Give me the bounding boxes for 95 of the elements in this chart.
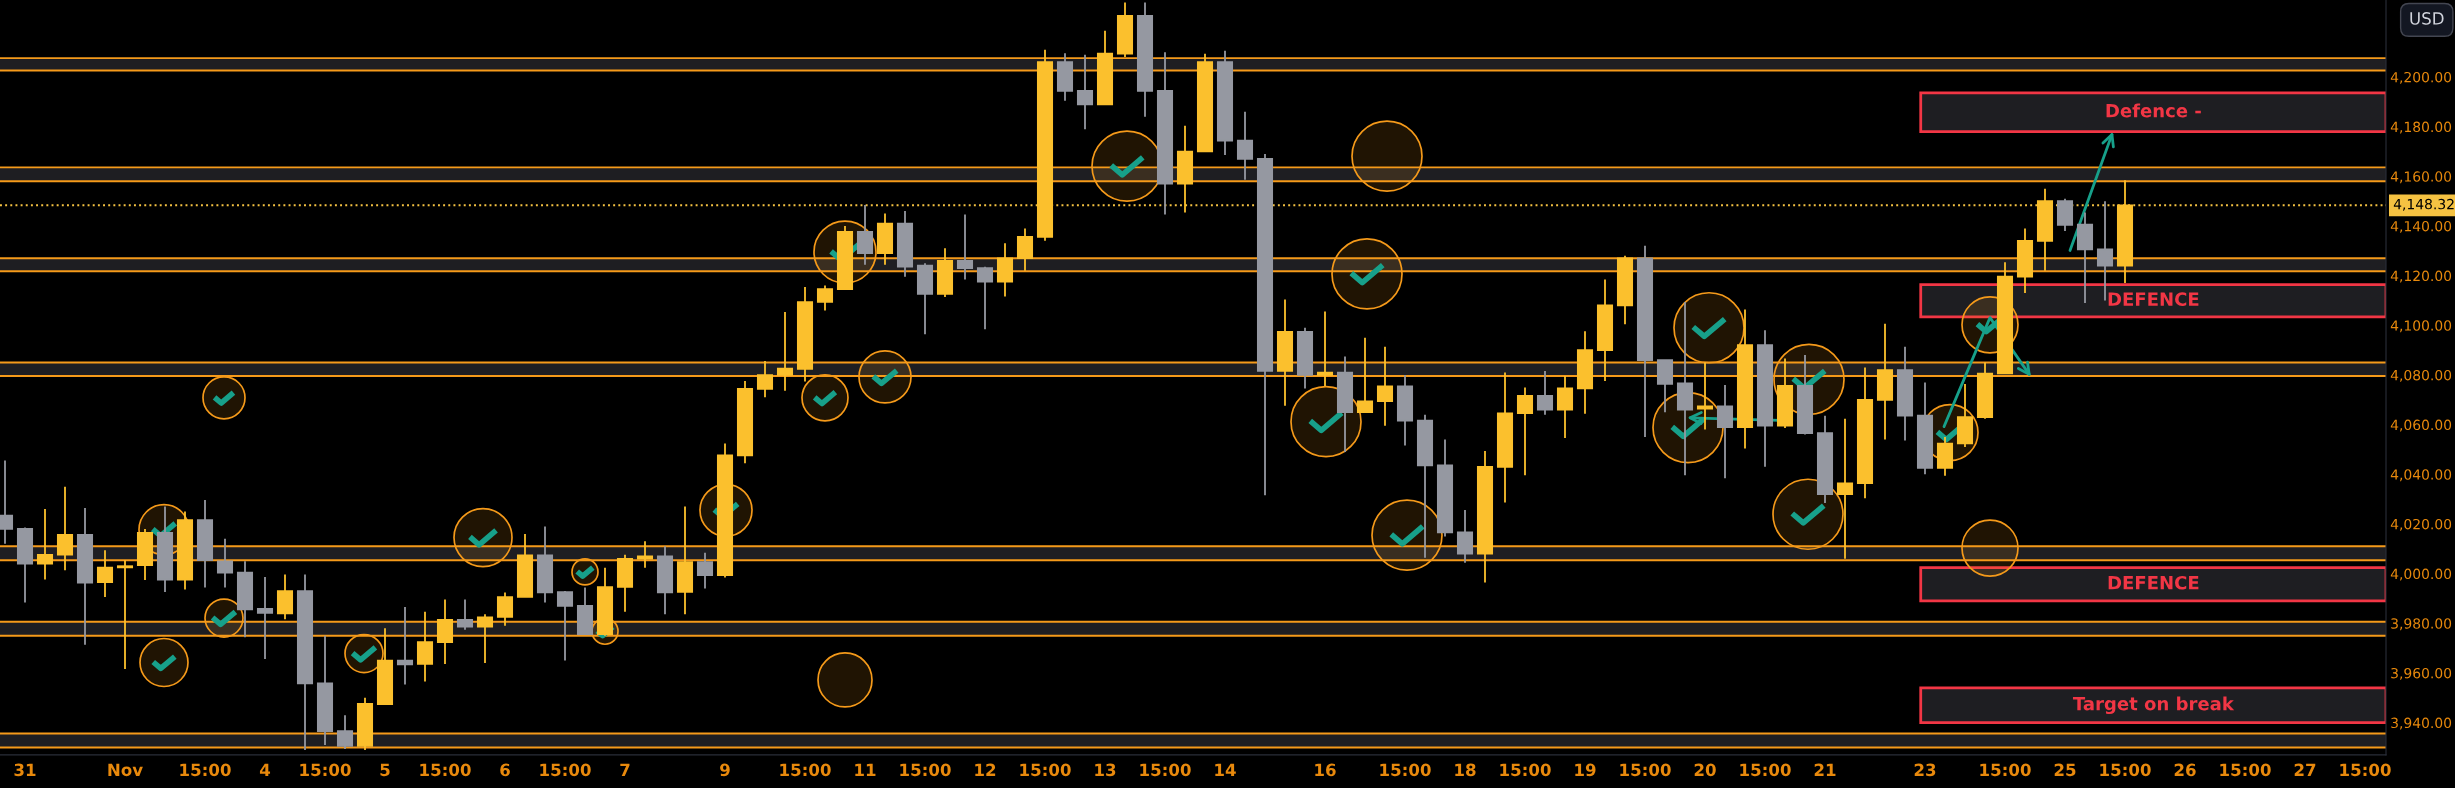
band-label: Target on break (2072, 696, 2235, 715)
x-tick-label: 15:00 (540, 763, 591, 777)
band-label: Defence - (2106, 103, 2201, 118)
x-tick-label: 20 (1694, 763, 1716, 777)
candlestick (976, 265, 994, 331)
candlestick (816, 284, 834, 312)
y-tick-label: 4,120.00 (2390, 270, 2452, 283)
x-tick-label: 13 (1095, 763, 1116, 777)
x-tick-label: 15:00 (1980, 763, 2031, 777)
x-tick-label: 21 (1814, 763, 1836, 776)
y-tick-label: 3,940.00 (2391, 717, 2452, 730)
candlestick (636, 540, 654, 569)
band-label: DEFENCE (2108, 575, 2199, 590)
y-tick-label: 4,200.00 (2390, 71, 2452, 84)
ref-line-label: 4,148.32 (2393, 198, 2454, 211)
x-tick-label: Nov (108, 763, 143, 777)
x-tick-label: 15:00 (2100, 763, 2151, 777)
candlestick (776, 310, 794, 392)
candlestick (696, 551, 714, 590)
y-tick-label: 4,020.00 (2390, 518, 2452, 531)
candlestick (1316, 310, 1334, 387)
x-tick-label: 15:00 (1620, 763, 1671, 777)
x-tick-label: 9 (720, 763, 730, 777)
x-tick-label: 26 (2174, 763, 2196, 777)
candlestick (856, 204, 874, 266)
x-tick-label: 15:00 (420, 763, 471, 777)
candlestick (1836, 417, 1854, 560)
candlestick (756, 360, 774, 399)
candlestick (96, 549, 114, 598)
candlestick (496, 591, 514, 627)
x-tick-label: 27 (2294, 763, 2316, 776)
candlestick (956, 213, 974, 281)
x-tick-label: 15:00 (780, 763, 831, 777)
y-tick-label: 4,060.00 (2390, 419, 2452, 432)
x-tick-label: 15:00 (2220, 763, 2271, 777)
x-tick-label: 15:00 (1020, 763, 1071, 777)
candlestick (1076, 53, 1094, 131)
x-tick-label: 14 (1215, 763, 1236, 776)
x-tick-label: 25 (2054, 763, 2076, 777)
y-tick-label: 4,140.00 (2390, 220, 2452, 233)
x-tick-label: 7 (620, 763, 630, 776)
candlestick (1376, 345, 1394, 427)
candlestick (1016, 227, 1034, 272)
x-tick-label: 4 (259, 763, 271, 776)
x-tick-label: 15:00 (1500, 763, 1551, 777)
candlestick (336, 714, 354, 750)
y-tick-label: 4,180.00 (2390, 121, 2452, 134)
x-tick-label: 15:00 (900, 763, 951, 777)
y-tick-label: 4,160.00 (2390, 171, 2452, 184)
x-tick-label: 12 (975, 763, 996, 776)
x-tick-label: 16 (1315, 763, 1336, 777)
y-tick-label: 4,040.00 (2390, 469, 2452, 482)
x-tick-label: 15:00 (180, 763, 231, 777)
x-tick-label: 15:00 (2340, 763, 2391, 777)
x-tick-label: 15:00 (300, 763, 351, 777)
candlestick (256, 576, 274, 660)
x-tick-label: 5 (380, 763, 390, 777)
candlestick (476, 613, 494, 664)
y-tick-label: 4,080.00 (2390, 369, 2452, 382)
candlestick (456, 598, 474, 631)
y-tick-label: 4,000.00 (2390, 568, 2452, 581)
candlestick (116, 559, 134, 670)
x-tick-label: 31 (14, 763, 36, 777)
candlestick (56, 485, 74, 572)
x-tick-label: 18 (1455, 763, 1476, 777)
candlestick (276, 573, 294, 621)
x-tick-label: 15:00 (1140, 763, 1191, 777)
candlestick (1236, 110, 1254, 181)
text: USD (2410, 12, 2444, 25)
candlestick (216, 537, 234, 589)
candlestick (436, 598, 454, 665)
x-tick-label: 19 (1575, 763, 1596, 777)
y-tick-label: 3,960.00 (2391, 667, 2452, 680)
x-tick-label: 15:00 (1380, 763, 1431, 777)
candlestick (1516, 386, 1534, 477)
candlestick (1456, 509, 1474, 564)
candlestick (996, 242, 1014, 298)
candlestick (396, 605, 414, 686)
candlestick (1716, 383, 1734, 480)
x-tick-label: 11 (855, 763, 876, 776)
candlestick (1696, 361, 1714, 431)
x-tick-label: 6 (500, 763, 510, 777)
candlestick (1556, 375, 1574, 439)
candlestick (416, 610, 434, 683)
candlestick (36, 508, 54, 581)
x-tick-label: 23 (1914, 763, 1936, 777)
candlestick (1356, 336, 1374, 414)
band-label: DEFENCE (2108, 292, 2199, 306)
y-tick-label: 3,980.00 (2391, 618, 2452, 631)
x-tick-label: 15:00 (1740, 763, 1791, 777)
candlestick (556, 590, 574, 662)
candlestick (2056, 197, 2074, 232)
candlestick (1656, 359, 1674, 414)
y-tick-label: 4,100.00 (2390, 320, 2452, 333)
candlestick (1536, 370, 1554, 416)
